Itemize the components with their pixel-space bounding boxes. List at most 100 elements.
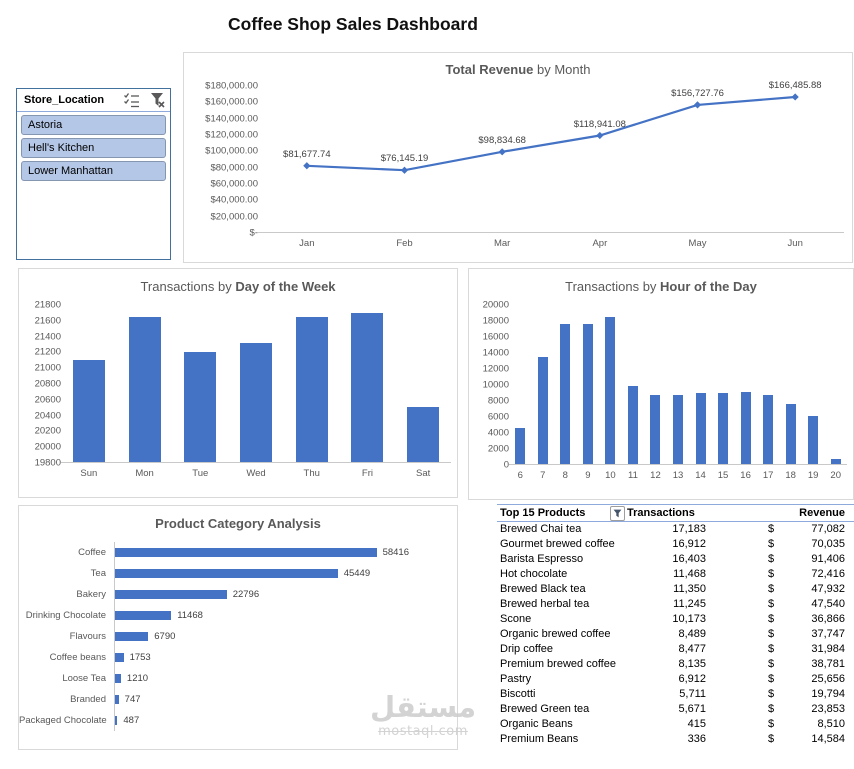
chart-title: Transactions by Hour of the Day: [469, 269, 853, 305]
transactions-cell[interactable]: 16,912: [672, 538, 706, 550]
revenue-cell[interactable]: $72,416: [713, 567, 854, 582]
product-name-cell[interactable]: Biscotti: [500, 688, 536, 700]
bar-15[interactable]: [718, 393, 729, 464]
bar-Sat[interactable]: [407, 407, 440, 462]
bar-Tue[interactable]: [184, 352, 217, 462]
bar-13[interactable]: [673, 395, 683, 464]
bar-Fri[interactable]: [351, 312, 384, 462]
transactions-cell[interactable]: 336: [687, 733, 706, 745]
transactions-cell[interactable]: 10,173: [672, 613, 706, 625]
revenue-cell[interactable]: $19,794: [713, 687, 854, 702]
revenue-cell[interactable]: $25,656: [713, 672, 854, 687]
product-name-cell[interactable]: Barista Espresso: [500, 553, 584, 565]
slicer-item-astoria[interactable]: Astoria: [21, 115, 166, 135]
y-axis-tick: 20400: [34, 410, 61, 422]
bar-10[interactable]: [605, 316, 616, 464]
revenue-cell[interactable]: $31,984: [713, 642, 854, 657]
bar-drinking-chocolate[interactable]: [115, 611, 172, 620]
bar-Thu[interactable]: [295, 316, 328, 462]
bar-17[interactable]: [763, 395, 774, 464]
bar-track: 747: [114, 689, 409, 710]
transactions-cell[interactable]: 415: [687, 718, 706, 730]
chart-transactions-by-day[interactable]: Transactions by Day of the Week 21800 216…: [18, 268, 458, 498]
transactions-cell[interactable]: 8,135: [678, 658, 706, 670]
revenue-cell[interactable]: $14,584: [713, 732, 854, 747]
x-axis-label: 20: [830, 469, 841, 481]
revenue-cell[interactable]: $77,082: [713, 522, 854, 537]
bar-8[interactable]: [560, 324, 571, 464]
bar-12[interactable]: [650, 395, 661, 464]
revenue-cell[interactable]: $36,866: [713, 612, 854, 627]
data-point-Mar[interactable]: [498, 148, 506, 156]
bar-Mon[interactable]: [128, 316, 161, 462]
data-point-Apr[interactable]: [596, 131, 604, 140]
product-name-cell[interactable]: Organic Beans: [500, 718, 573, 730]
product-name-cell[interactable]: Hot chocolate: [500, 568, 568, 580]
bar-7[interactable]: [537, 357, 548, 464]
product-name-cell[interactable]: Scone: [500, 613, 532, 625]
bar-Wed[interactable]: [240, 343, 272, 462]
bar-9[interactable]: [582, 323, 593, 464]
data-point-Feb[interactable]: [400, 166, 409, 174]
revenue-cell[interactable]: $37,747: [713, 627, 854, 642]
bar-14[interactable]: [695, 393, 706, 464]
product-name-cell[interactable]: Drip coffee: [500, 643, 553, 655]
category-label: Bakery: [76, 589, 106, 600]
product-name-cell[interactable]: Premium brewed coffee: [500, 658, 616, 670]
revenue-cell[interactable]: $91,406: [713, 552, 854, 567]
transactions-cell[interactable]: 8,477: [678, 643, 706, 655]
product-name-cell[interactable]: Brewed Chai tea: [500, 523, 582, 535]
chart-product-category-analysis[interactable]: Product Category Analysis Coffee 58416 Tea…: [18, 505, 458, 750]
filter-icon[interactable]: [610, 505, 625, 521]
revenue-cell[interactable]: $23,853: [713, 702, 854, 717]
bar-coffee-beans[interactable]: [115, 653, 124, 662]
data-point-Jan[interactable]: [303, 162, 311, 170]
product-name-cell[interactable]: Brewed Black tea: [500, 583, 586, 595]
chart-transactions-by-hour[interactable]: Transactions by Hour of the Day 20000 180…: [468, 268, 854, 500]
bar-18[interactable]: [785, 403, 796, 464]
line-series-path[interactable]: [306, 95, 796, 172]
transactions-cell[interactable]: 8,489: [678, 628, 706, 640]
bar-tea[interactable]: [115, 569, 338, 578]
clear-filter-icon[interactable]: [148, 92, 166, 108]
bar-11[interactable]: [627, 386, 638, 464]
product-name-cell[interactable]: Pastry: [500, 673, 532, 685]
transactions-cell[interactable]: 16,403: [672, 553, 706, 565]
bar-branded[interactable]: [115, 695, 119, 704]
transactions-cell[interactable]: 17,183: [672, 523, 706, 535]
revenue-cell[interactable]: $8,510: [713, 717, 854, 732]
data-point-May[interactable]: [693, 101, 702, 109]
bar-20[interactable]: [830, 458, 841, 464]
bar-loose-tea[interactable]: [115, 674, 121, 683]
bar-Sun[interactable]: [72, 359, 105, 462]
transactions-cell[interactable]: 5,671: [678, 703, 706, 715]
product-name-cell[interactable]: Gourmet brewed coffee: [500, 538, 615, 550]
chart-total-revenue-by-month[interactable]: Total Revenue by Month $180,000.00 $160,0…: [183, 52, 853, 263]
bar-bakery[interactable]: [115, 590, 227, 599]
product-name-cell[interactable]: Premium Beans: [500, 733, 579, 745]
transactions-cell[interactable]: 11,350: [673, 583, 706, 595]
multi-select-icon[interactable]: [123, 92, 141, 108]
data-point-Jun[interactable]: [791, 93, 799, 101]
product-name-cell[interactable]: Organic brewed coffee: [500, 628, 611, 640]
transactions-cell[interactable]: 5,711: [679, 688, 706, 700]
bar-flavours[interactable]: [115, 632, 149, 641]
bar-value-label: 11468: [177, 610, 203, 621]
transactions-cell[interactable]: 6,912: [678, 673, 706, 685]
product-name-cell[interactable]: Brewed Green tea: [500, 703, 590, 715]
bar-19[interactable]: [808, 415, 819, 464]
bar-6[interactable]: [515, 428, 526, 464]
x-axis-label: 16: [740, 469, 751, 481]
revenue-cell[interactable]: $38,781: [713, 657, 854, 672]
slicer-item-lower-manhattan[interactable]: Lower Manhattan: [21, 161, 166, 181]
transactions-cell[interactable]: 11,468: [673, 568, 706, 580]
revenue-cell[interactable]: $70,035: [713, 537, 854, 552]
slicer-item-hell-s-kitchen[interactable]: Hell's Kitchen: [21, 138, 166, 158]
bar-packaged-chocolate[interactable]: [115, 716, 118, 725]
bar-16[interactable]: [740, 392, 751, 464]
product-name-cell[interactable]: Brewed herbal tea: [500, 598, 590, 610]
revenue-cell[interactable]: $47,540: [713, 597, 854, 612]
bar-coffee[interactable]: [115, 548, 377, 557]
revenue-cell[interactable]: $47,932: [713, 582, 854, 597]
transactions-cell[interactable]: 11,245: [673, 598, 706, 610]
